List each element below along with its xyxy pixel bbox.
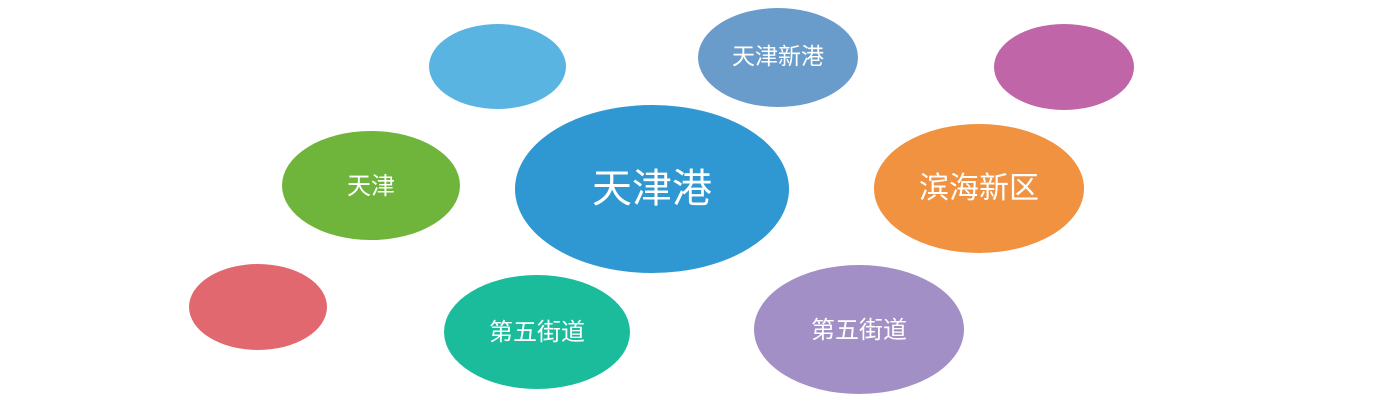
fifth-avenue-bubble-right-label: 第五街道 bbox=[811, 315, 907, 344]
fifth-avenue-bubble-left-label: 第五街道 bbox=[489, 318, 585, 346]
empty-red-bubble bbox=[189, 264, 327, 350]
empty-blue-bubble bbox=[429, 24, 566, 109]
tianjin-xingang-bubble-label: 天津新港 bbox=[732, 44, 824, 70]
fifth-avenue-bubble-right: 第五街道 bbox=[754, 265, 964, 394]
binhai-bubble-label: 滨海新区 bbox=[919, 170, 1039, 206]
tianjin-xingang-bubble: 天津新港 bbox=[698, 8, 858, 107]
binhai-bubble: 滨海新区 bbox=[874, 124, 1084, 253]
tianjin-bubble-label: 天津 bbox=[347, 171, 395, 200]
fifth-avenue-bubble-left: 第五街道 bbox=[444, 275, 630, 389]
center-bubble-label: 天津港 bbox=[592, 166, 712, 212]
tianjin-bubble: 天津 bbox=[282, 131, 460, 240]
center-bubble: 天津港 bbox=[515, 105, 789, 273]
empty-magenta-bubble bbox=[994, 24, 1134, 110]
